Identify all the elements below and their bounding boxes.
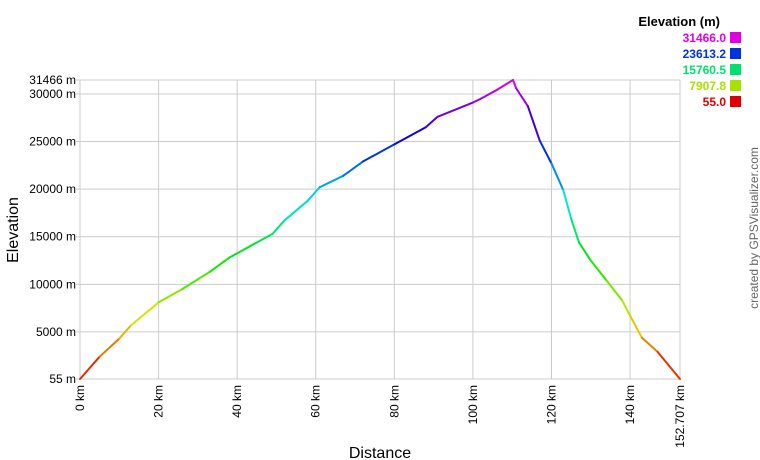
legend-label: 23613.2: [683, 47, 727, 61]
elevation-segment: [526, 105, 541, 142]
legend-label: 7907.8: [689, 79, 726, 93]
legend-swatch: [730, 48, 741, 59]
x-tick-label: 152.707 km: [673, 385, 687, 448]
elevation-segment: [538, 139, 553, 165]
elevation-segment: [393, 126, 427, 146]
y-tick-label: 5000 m: [36, 325, 76, 339]
elevation-segment: [471, 97, 482, 104]
elevation-segment: [515, 87, 529, 108]
elevation-segment: [570, 217, 580, 244]
elevation-segment: [208, 256, 231, 273]
elevation-segment: [342, 160, 364, 177]
x-ticks: 0 km 20 km 40 km 60 km 80 km 100 km 120 km 140 …: [73, 385, 687, 448]
y-tick-label: 25000 m: [29, 135, 76, 149]
elevation-segment: [181, 270, 211, 291]
y-tick-label: 10000 m: [29, 277, 76, 291]
x-tick-label: 40 km: [230, 385, 244, 418]
elevation-segment: [306, 186, 321, 202]
x-tick-label: 0 km: [73, 385, 87, 411]
legend-swatch: [730, 96, 741, 107]
x-axis-label: Distance: [349, 445, 411, 460]
elevation-segment: [605, 279, 624, 302]
elevation-segment: [479, 89, 498, 100]
x-tick-label: 80 km: [387, 385, 401, 418]
elevation-segment: [424, 115, 439, 129]
elevation-segment: [283, 199, 309, 222]
credit-text: created by GPSVisualizer.com: [747, 147, 760, 309]
legend: 31466.0 23613.2 15760.5 7907.8 55.0: [683, 31, 741, 109]
elevation-segment: [640, 336, 659, 353]
legend-title: Elevation (m): [638, 14, 720, 29]
elevation-segment: [495, 79, 514, 92]
elevation-segment: [656, 350, 681, 380]
y-ticks: 55 m 5000 m 10000 m 15000 m 20000 m 25000 m 30…: [29, 73, 76, 386]
x-tick-label: 20 km: [152, 385, 166, 418]
legend-swatch: [730, 32, 741, 43]
elevation-line: [79, 79, 681, 380]
elevation-segment: [629, 314, 643, 339]
y-tick-label: 55 m: [49, 372, 76, 386]
grid: [76, 79, 681, 380]
elevation-segment: [562, 189, 573, 220]
elevation-segment: [157, 288, 184, 304]
x-tick-label: 140 km: [623, 385, 637, 424]
plot-frame: [79, 79, 681, 380]
elevation-segment: [228, 241, 258, 259]
elevation-segment: [271, 219, 286, 235]
elevation-segment: [118, 324, 133, 340]
y-tick-label: 15000 m: [29, 230, 76, 244]
elevation-segment: [436, 101, 474, 118]
elevation-segment: [577, 241, 592, 262]
elevation-segment: [130, 301, 160, 327]
elevation-segment: [621, 299, 632, 317]
elevation-segment: [589, 259, 608, 282]
elevation-segment: [550, 162, 565, 192]
legend-label: 15760.5: [683, 63, 727, 77]
elevation-segment: [79, 355, 101, 380]
y-tick-label: 20000 m: [29, 182, 76, 196]
legend-label: 55.0: [703, 95, 727, 109]
x-tick-label: 60 km: [309, 385, 323, 418]
legend-label: 31466.0: [683, 31, 727, 45]
elevation-segment: [255, 232, 274, 244]
legend-swatch: [730, 80, 741, 91]
elevation-segment: [98, 337, 121, 358]
legend-swatch: [730, 64, 741, 75]
y-axis-label: Elevation: [5, 197, 22, 263]
elevation-segment: [511, 79, 518, 90]
x-tick-label: 100 km: [466, 385, 480, 424]
elevation-segment: [318, 174, 345, 189]
y-tick-label: 31466 m: [29, 73, 76, 87]
x-tick-label: 120 km: [544, 385, 558, 424]
elevation-segment: [361, 143, 396, 163]
y-tick-label: 30000 m: [29, 87, 76, 101]
